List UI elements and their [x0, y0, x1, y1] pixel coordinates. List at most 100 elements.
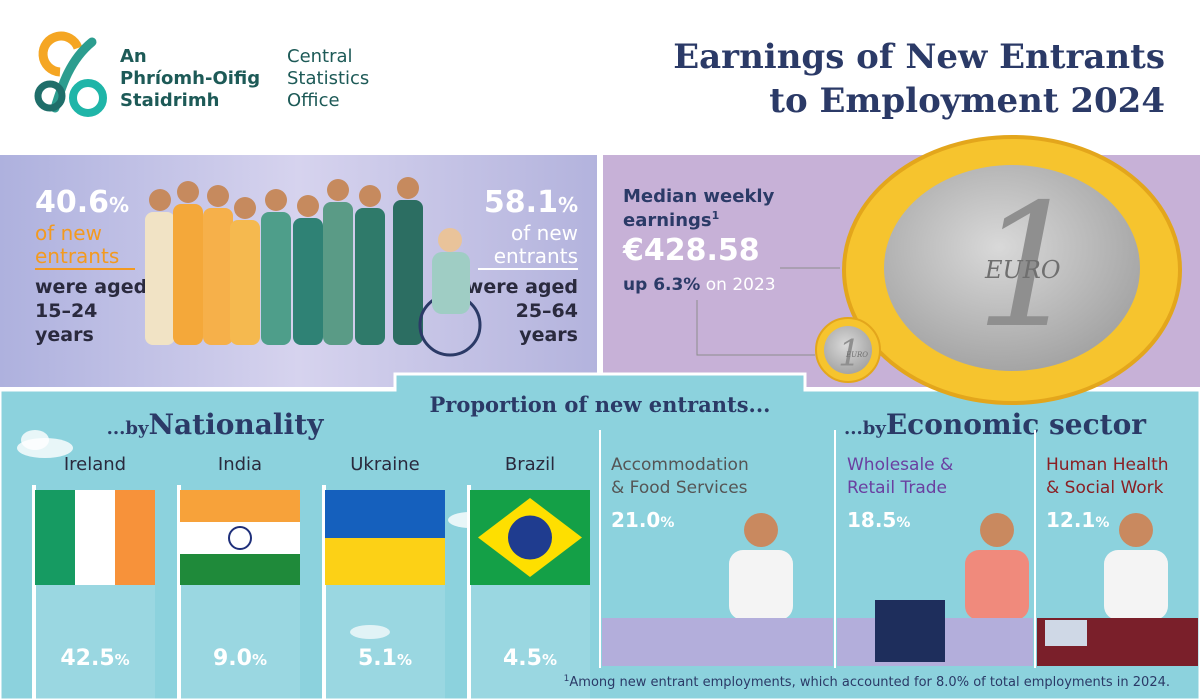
person-body: [323, 202, 353, 345]
sector-name: Wholesale &: [847, 455, 953, 475]
worker-body: [1104, 550, 1168, 620]
sector-value: 21.0%: [611, 508, 674, 532]
unit: %: [252, 651, 267, 669]
age-young-aged: 15–24: [35, 300, 97, 322]
age-older-aged: were aged: [466, 276, 578, 298]
footnote-mark: 1: [712, 209, 720, 222]
worker-head: [744, 513, 778, 547]
title: to Employment 2024: [769, 81, 1165, 121]
country-name: Ireland: [64, 454, 126, 475]
label: earnings: [623, 210, 712, 231]
person-body: [203, 208, 233, 345]
cloud: [21, 430, 49, 450]
person-body: [355, 208, 385, 345]
flag-band: [35, 490, 75, 585]
worker-head: [1119, 513, 1153, 547]
flag-band: [325, 538, 445, 585]
person-head: [359, 185, 381, 207]
coin: 1 EURO 1 EURO: [815, 135, 1182, 405]
flag: [180, 490, 300, 585]
earnings-label: earnings1: [623, 209, 719, 231]
proportion-title: Proportion of new entrants...: [430, 392, 771, 417]
footnote: 1Among new entrant employments, which ac…: [564, 674, 1170, 690]
cloud: [350, 625, 390, 639]
flag-wheel: [228, 526, 252, 550]
nationality-value: 42.5%: [60, 646, 129, 671]
person-body: [393, 200, 423, 345]
unit: %: [896, 515, 910, 531]
small-coin-numeral: 1: [838, 334, 861, 375]
person-body: [261, 212, 291, 345]
small-coin-word: EURO: [845, 351, 868, 359]
sector-value: 18.5%: [847, 508, 910, 532]
prefix: ...by: [844, 418, 886, 439]
sector-columns: Accommodation & Food Services 21.0% Wholesa…: [599, 430, 1198, 668]
person-head: [149, 189, 171, 211]
org-english: Statistics: [287, 68, 369, 89]
age-young-aged: were aged: [35, 276, 147, 298]
flag-pole: [322, 485, 326, 700]
age-young-aged: years: [35, 324, 94, 346]
nationality-value: 5.1%: [358, 646, 412, 671]
sector-name: & Food Services: [611, 478, 748, 498]
unit: %: [558, 193, 578, 217]
header-bg: [0, 0, 1200, 152]
sector-heading: ...byEconomic sector: [844, 408, 1147, 441]
flag-globe: [508, 515, 552, 560]
change: up 6.3%: [623, 275, 700, 295]
unit: %: [542, 651, 557, 669]
flag-pole: [32, 485, 36, 700]
country-name: India: [218, 454, 262, 475]
age-older-aged: years: [519, 324, 578, 346]
country-name: Brazil: [505, 454, 555, 475]
worker-head: [980, 513, 1014, 547]
footnote-mark: 1: [564, 674, 570, 684]
nationality-heading: ...byNationality: [107, 408, 325, 441]
flag: [325, 490, 445, 585]
value: 42.5: [60, 646, 114, 671]
value: 18.5: [847, 508, 896, 532]
nationality-value: 9.0%: [213, 646, 267, 671]
flag-pole: [467, 485, 471, 700]
nationality-value: 4.5%: [503, 646, 557, 671]
small-coin-center: [824, 326, 872, 374]
earnings-label: Median weekly: [623, 186, 775, 207]
sector-name: & Social Work: [1046, 478, 1164, 498]
person-head: [397, 177, 419, 199]
value: 58.1: [484, 185, 558, 220]
sector-name: Retail Trade: [847, 478, 947, 498]
register: [875, 600, 945, 662]
person-body: [173, 204, 203, 345]
flag-band: [115, 490, 155, 585]
logo-ring: [69, 79, 107, 117]
person-body: [230, 220, 260, 345]
age-older-line: entrants: [494, 244, 578, 268]
unit: %: [109, 193, 129, 217]
coin-numeral: 1: [975, 168, 1083, 366]
person-head: [297, 195, 319, 217]
sector-name: Human Health: [1046, 455, 1169, 475]
earnings-change: up 6.3% on 2023: [623, 275, 776, 295]
age-older-line: of new: [511, 221, 578, 245]
leader-line: [696, 300, 815, 356]
desk: [602, 618, 833, 666]
laptop: [1045, 620, 1087, 646]
coin-center: [884, 165, 1140, 371]
flag: [35, 490, 155, 585]
value: 4.5: [503, 646, 542, 671]
flag-band: [180, 554, 300, 585]
prefix: ...by: [107, 418, 149, 439]
org-irish: An: [120, 46, 147, 67]
coin-word: EURO: [984, 256, 1061, 284]
person-body: [293, 218, 323, 345]
title: Earnings of New Entrants: [673, 37, 1165, 77]
flag-band: [180, 490, 300, 522]
flag-band: [75, 490, 115, 585]
person-head: [327, 179, 349, 201]
sector-value: 12.1%: [1046, 508, 1109, 532]
flag-band: [325, 490, 445, 538]
value: 5.1: [358, 646, 397, 671]
value: 9.0: [213, 646, 252, 671]
